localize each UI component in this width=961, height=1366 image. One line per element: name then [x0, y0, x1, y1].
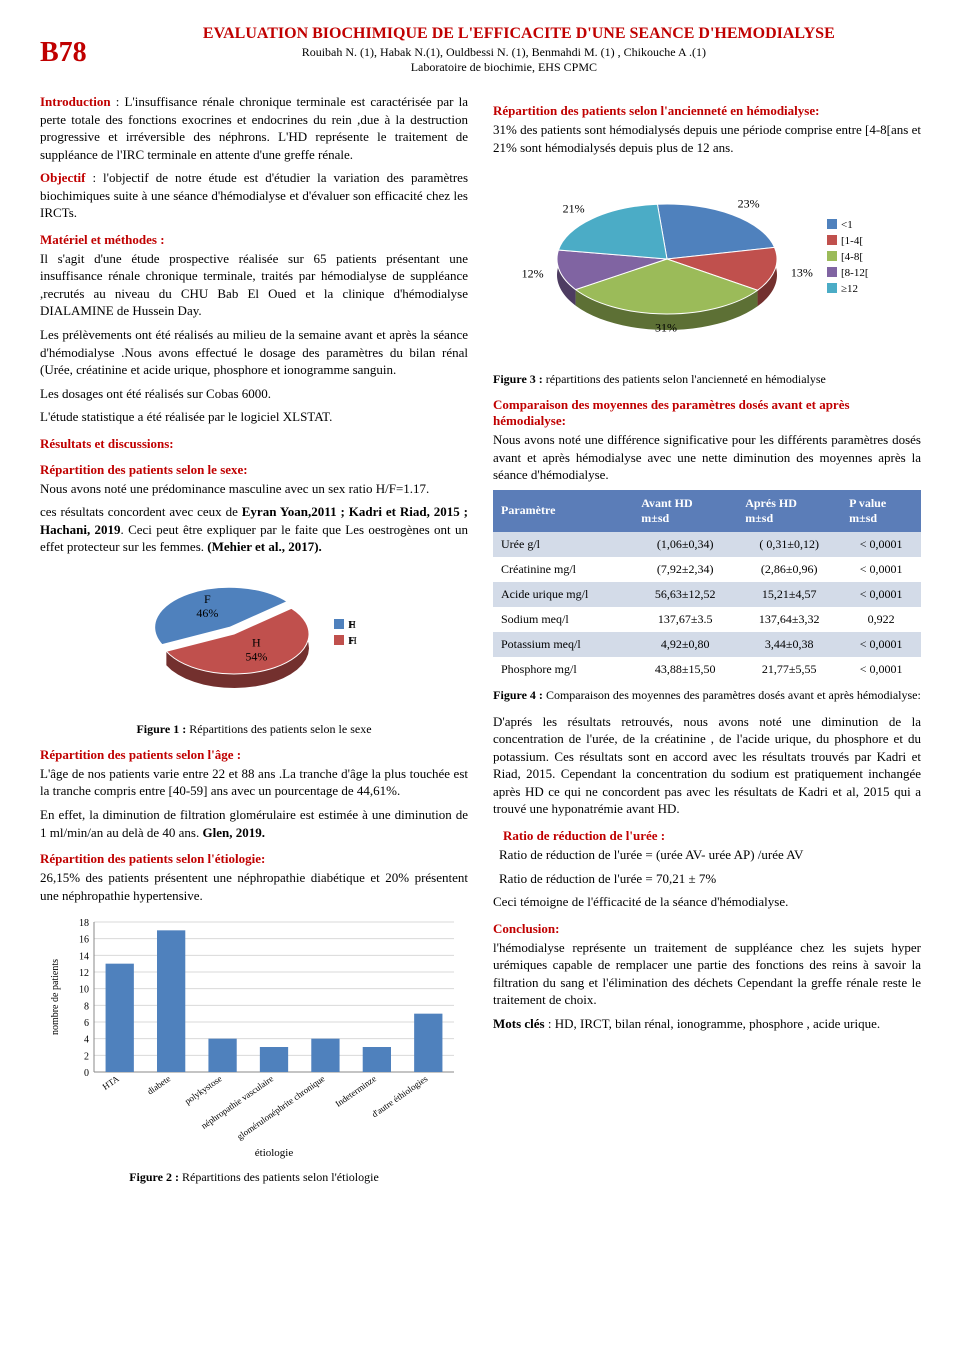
svg-text:[1-4[: [1-4[	[841, 235, 863, 247]
svg-text:d'autre éthiologies: d'autre éthiologies	[370, 1073, 430, 1119]
mm-p2: Les prélèvements ont été réalisés au mil…	[40, 326, 468, 379]
pie-chart-anciennete: 23% 13% 31% 12% 21% <1 [1-4[ [4-8[ [8-12[ ≥12	[497, 164, 917, 364]
intro-head: Introduction	[40, 94, 111, 109]
mots-body: : HD, IRCT, bilan rénal, ionogramme, pho…	[545, 1016, 881, 1031]
table-row: Sodium meq/l137,67±3.5137,64±3,320,922	[493, 607, 921, 632]
ratio-p3: Ceci témoigne de l'éfficacité de la séan…	[493, 893, 921, 911]
ratio-p2: Ratio de réduction de l'urée = 70,21 ± 7…	[499, 870, 921, 888]
lab: Laboratoire de biochimie, EHS CPMC	[87, 60, 921, 75]
etio-head: Répartition des patients selon l'étiolog…	[40, 851, 468, 867]
svg-text:4: 4	[84, 1035, 89, 1046]
pie-chart-sex: H54%F46%HFFH	[94, 564, 414, 714]
conc-p1: l'hémodialyse représente un traitement d…	[493, 939, 921, 1009]
svg-text:21%: 21%	[563, 202, 585, 216]
poster-code: B78	[40, 37, 87, 69]
right-column: Répartition des patients selon l'ancienn…	[493, 93, 921, 1195]
svg-text:F: F	[349, 619, 355, 631]
svg-text:0: 0	[84, 1068, 89, 1079]
sex-p2: ces résultats concordent avec ceux de Ey…	[40, 503, 468, 556]
svg-text:16: 16	[79, 935, 89, 946]
svg-text:HTA: HTA	[101, 1073, 122, 1092]
svg-text:2: 2	[84, 1052, 89, 1063]
obj-head: Objectif	[40, 170, 85, 185]
mm-head: Matériel et méthodes :	[40, 232, 468, 248]
bar-chart-etiology: 024681012141618HTAdiabetepolykystosenéph…	[44, 912, 464, 1162]
anc-p1: 31% des patients sont hémodialysés depui…	[493, 121, 921, 156]
sex-p1: Nous avons noté une prédominance masculi…	[40, 480, 468, 498]
table-row: Créatinine mg/l(7,92±2,34)(2,86±0,96)< 0…	[493, 557, 921, 582]
parameters-table: ParamètreAvant HDm±sdAprés HDm±sdP value…	[493, 490, 921, 682]
anc-head: Répartition des patients selon l'ancienn…	[493, 103, 921, 119]
svg-text:≥12: ≥12	[841, 283, 858, 295]
mm-p4: L'étude statistique a été réalisée par l…	[40, 408, 468, 426]
cmp-p2: D'aprés les résultats retrouvés, nous av…	[493, 713, 921, 818]
svg-text:glomérulonéphrite chronique: glomérulonéphrite chronique	[235, 1074, 327, 1142]
table-row: Acide urique mg/l56,63±12,5215,21±4,57< …	[493, 582, 921, 607]
svg-text:H: H	[252, 635, 261, 649]
svg-text:18: 18	[79, 918, 89, 929]
svg-text:F: F	[204, 592, 211, 606]
mots-para: Mots clés : HD, IRCT, bilan rénal, ionog…	[493, 1015, 921, 1033]
svg-text:6: 6	[84, 1018, 89, 1029]
svg-text:12%: 12%	[522, 267, 544, 281]
svg-text:8: 8	[84, 1002, 89, 1013]
sex-head: Répartition des patients selon le sexe:	[40, 462, 468, 478]
svg-text:nombre de patients: nombre de patients	[50, 959, 61, 1035]
svg-text:13%: 13%	[791, 265, 813, 279]
conc-head: Conclusion:	[493, 921, 921, 937]
fig2-caption: Figure 2 : Répartitions des patients sel…	[40, 1170, 468, 1185]
obj-body: : l'objectif de notre étude est d'étudie…	[40, 170, 468, 220]
svg-text:étiologie: étiologie	[255, 1147, 294, 1159]
age-p1: L'âge de nos patients varie entre 22 et …	[40, 765, 468, 800]
mm-p1: Il s'agit d'une étude prospective réalis…	[40, 250, 468, 320]
svg-text:[8-12[: [8-12[	[841, 267, 869, 279]
svg-text:10: 10	[79, 985, 89, 996]
svg-text:polykystose: polykystose	[183, 1074, 224, 1107]
svg-text:H: H	[349, 635, 357, 647]
svg-text:[4-8[: [4-8[	[841, 251, 863, 263]
left-column: Introduction : L'insuffisance rénale chr…	[40, 93, 468, 1195]
svg-text:14: 14	[79, 952, 89, 963]
age-p2: En effet, la diminution de filtration gl…	[40, 806, 468, 841]
fig4-caption: Figure 4 : Comparaison des moyennes des …	[493, 688, 921, 703]
ratio-head: Ratio de réduction de l'urée :	[503, 828, 921, 844]
obj-para: Objectif : l'objectif de notre étude est…	[40, 169, 468, 222]
ratio-p1: Ratio de réduction de l'urée = (urée AV-…	[499, 846, 921, 864]
svg-text:23%: 23%	[738, 197, 760, 211]
fig3-caption: Figure 3 : répartitions des patients sel…	[493, 372, 921, 387]
etio-p1: 26,15% des patients présentent une néphr…	[40, 869, 468, 904]
svg-text:54%: 54%	[245, 649, 267, 663]
table-row: Phosphore mg/l43,88±15,5021,77±5,55< 0,0…	[493, 657, 921, 682]
header: B78 EVALUATION BIOCHIMIQUE DE L'EFFICACI…	[40, 25, 921, 75]
fig1-caption: Figure 1 : Répartitions des patients sel…	[40, 722, 468, 737]
res-head: Résultats et discussions:	[40, 436, 468, 452]
svg-text:diabete: diabete	[145, 1074, 172, 1097]
svg-text:<1: <1	[841, 219, 853, 231]
mots-head: Mots clés	[493, 1016, 545, 1031]
intro-para: Introduction : L'insuffisance rénale chr…	[40, 93, 468, 163]
age-head: Répartition des patients selon l'âge :	[40, 747, 468, 763]
mm-p3: Les dosages ont été réalisés sur Cobas 6…	[40, 385, 468, 403]
svg-text:12: 12	[79, 968, 89, 979]
poster-title: EVALUATION BIOCHIMIQUE DE L'EFFICACITE D…	[117, 25, 921, 43]
cmp-p1: Nous avons noté une différence significa…	[493, 431, 921, 484]
cmp-head: Comparaison des moyennes des paramètres …	[493, 397, 921, 429]
svg-text:46%: 46%	[196, 606, 218, 620]
table-row: Potassium meq/l4,92±0,803,44±0,38< 0,000…	[493, 632, 921, 657]
table-row: Urée g/l(1,06±0,34)( 0,31±0,12)< 0,0001	[493, 532, 921, 557]
authors: Rouibah N. (1), Habak N.(1), Ouldbessi N…	[87, 45, 921, 60]
svg-text:31%: 31%	[655, 321, 677, 335]
svg-text:Indeterminze: Indeterminze	[333, 1074, 378, 1109]
